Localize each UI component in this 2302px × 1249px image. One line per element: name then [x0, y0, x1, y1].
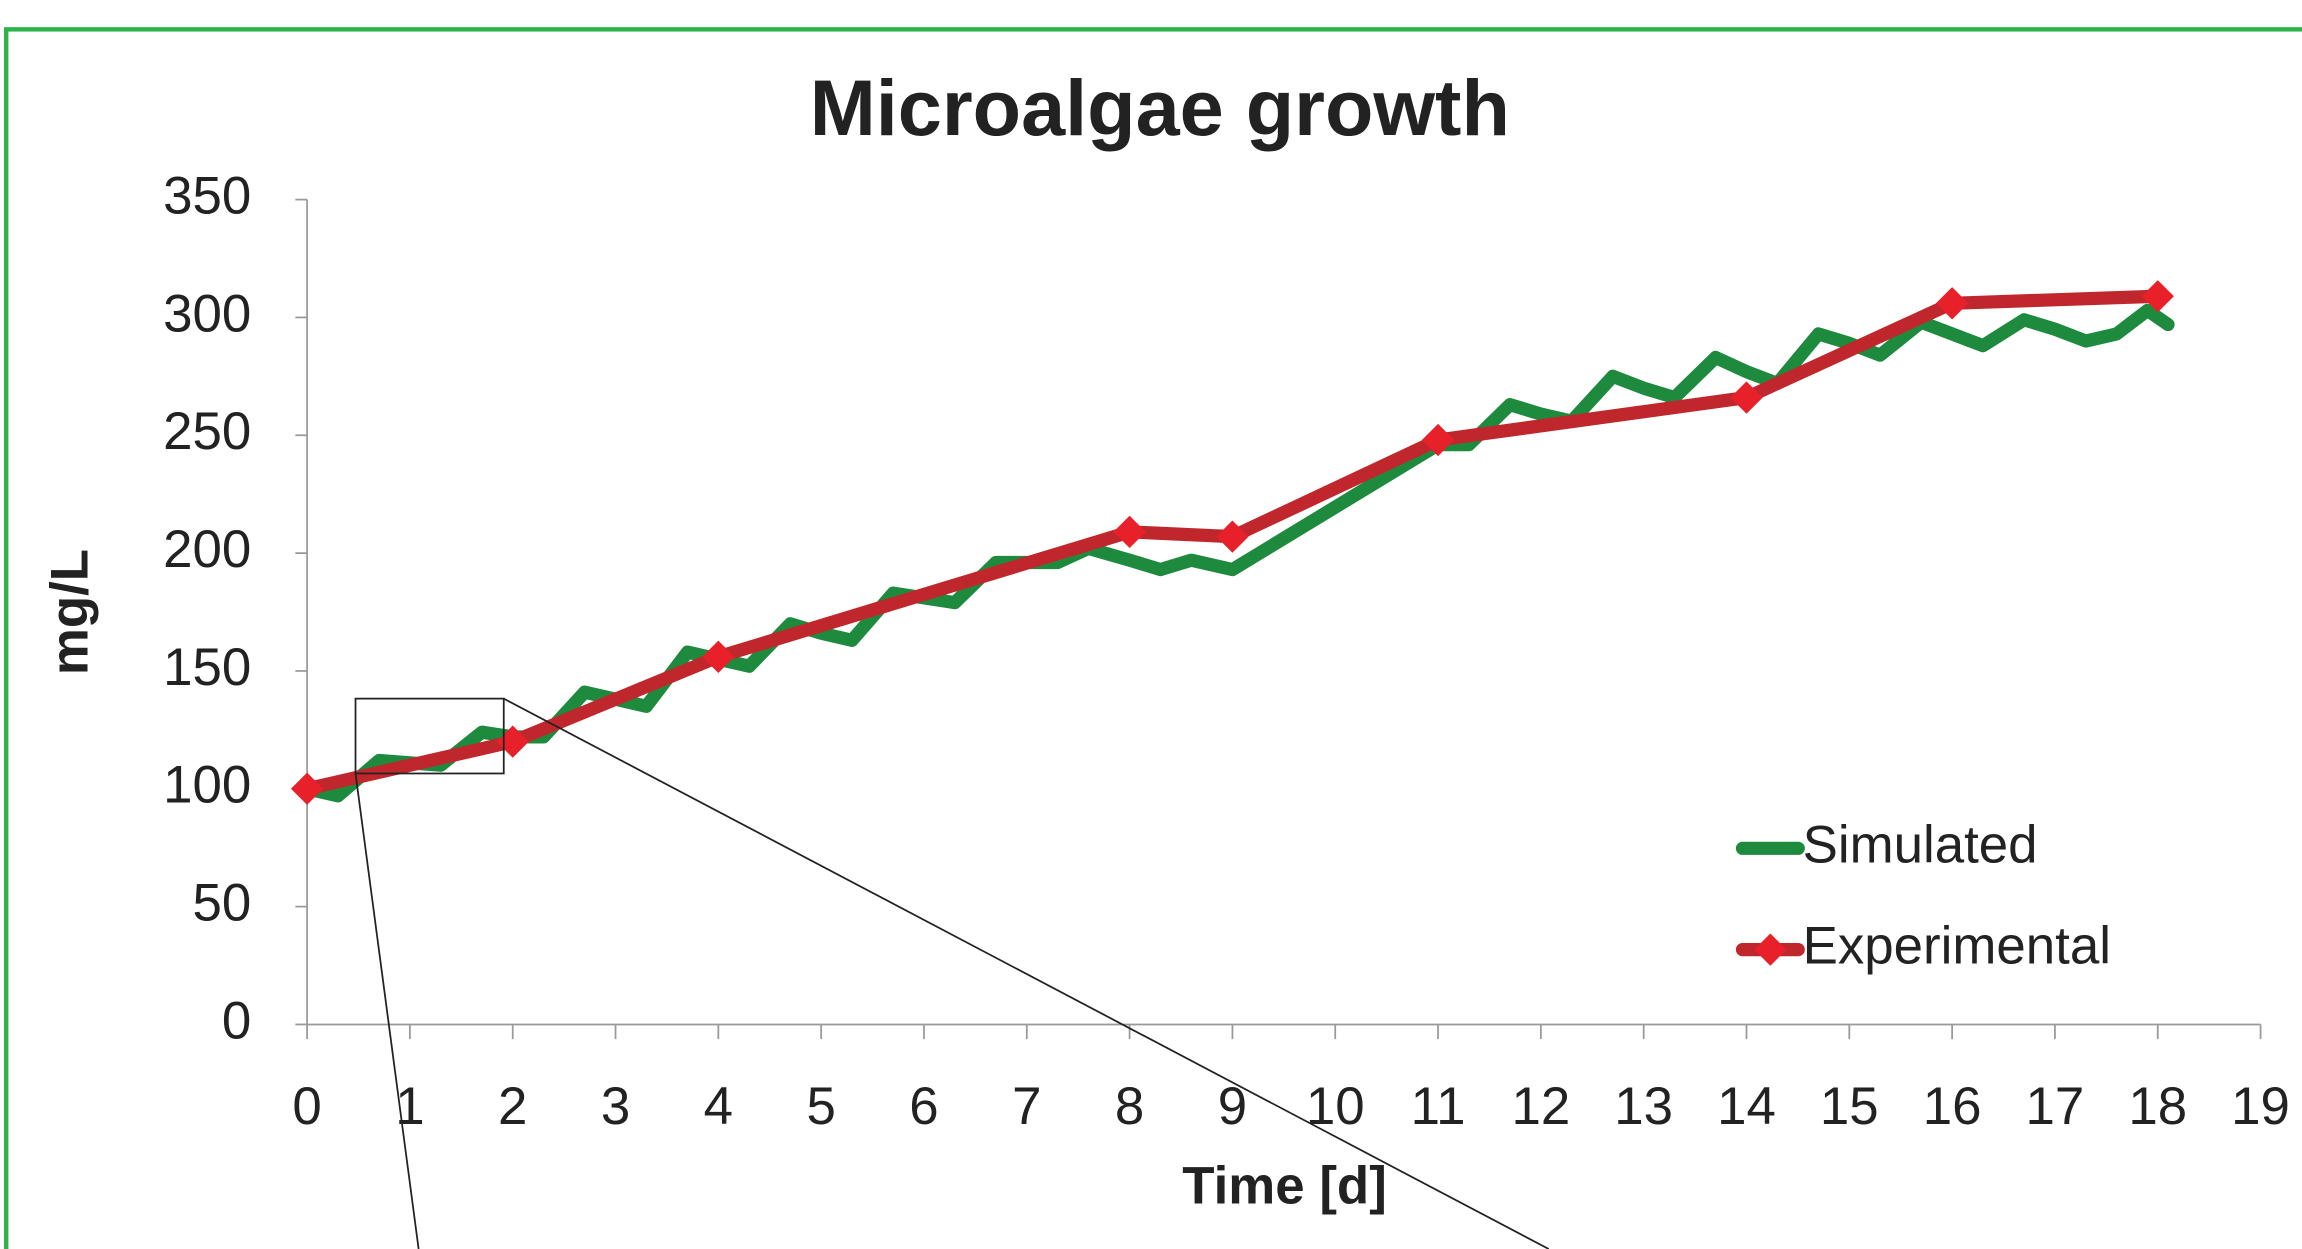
- data-point: [1216, 520, 1249, 553]
- x-tick-label: 17: [2026, 1077, 2085, 1136]
- y-tick-label: 100: [163, 756, 251, 815]
- legend-label: Simulated: [1803, 815, 2038, 874]
- x-tick-label: 16: [1923, 1077, 1982, 1136]
- x-tick-label: 18: [2128, 1077, 2187, 1136]
- y-tick-label: 350: [163, 167, 251, 226]
- y-axis-label: mg/L: [41, 549, 100, 675]
- data-point: [290, 772, 324, 805]
- x-tick-label: 15: [1820, 1077, 1879, 1136]
- x-tick-label: 0: [292, 1077, 321, 1136]
- y-tick-label: 200: [163, 520, 251, 579]
- data-point: [2141, 280, 2174, 313]
- x-tick-label: 7: [1012, 1077, 1041, 1136]
- y-tick-label: 50: [193, 874, 252, 933]
- zoom-line: [354, 773, 420, 1249]
- data-point: [1935, 287, 1969, 320]
- x-tick-label: 10: [1306, 1077, 1365, 1136]
- x-tick-label: 14: [1717, 1077, 1776, 1136]
- x-tick-label: 1: [395, 1077, 424, 1136]
- x-tick-label: 4: [704, 1077, 733, 1136]
- y-tick-label: 300: [163, 284, 251, 343]
- x-tick-label: 13: [1614, 1077, 1673, 1136]
- data-point: [1421, 423, 1455, 457]
- legend-marker: [1754, 933, 1787, 966]
- x-tick-label: 19: [2231, 1077, 2290, 1136]
- data-point: [1730, 381, 1763, 414]
- zoom-line: [503, 697, 1550, 1249]
- x-tick-label: 2: [498, 1077, 527, 1136]
- x-tick-label: 3: [601, 1077, 630, 1136]
- data-point: [496, 725, 529, 758]
- data-point: [702, 640, 735, 673]
- x-tick-label: 12: [1511, 1077, 1570, 1136]
- x-tick-label: 6: [909, 1077, 938, 1136]
- series-line: [300, 303, 2175, 803]
- zoom-box: [354, 697, 505, 775]
- chart-title: Microalgae growth: [810, 63, 1510, 152]
- x-tick-label: 5: [806, 1077, 835, 1136]
- x-tick-label: 11: [1411, 1077, 1466, 1136]
- y-tick-label: 150: [163, 638, 251, 697]
- x-tick-label: 9: [1218, 1077, 1247, 1136]
- x-tick-label: 8: [1115, 1077, 1144, 1136]
- y-tick-label: 0: [222, 991, 251, 1050]
- legend-label: Experimental: [1803, 917, 2111, 976]
- data-point: [1113, 515, 1146, 549]
- x-axis-label: Time [d]: [1182, 1157, 1386, 1216]
- y-tick-label: 250: [163, 402, 251, 461]
- chart-frame: [4, 27, 2302, 1249]
